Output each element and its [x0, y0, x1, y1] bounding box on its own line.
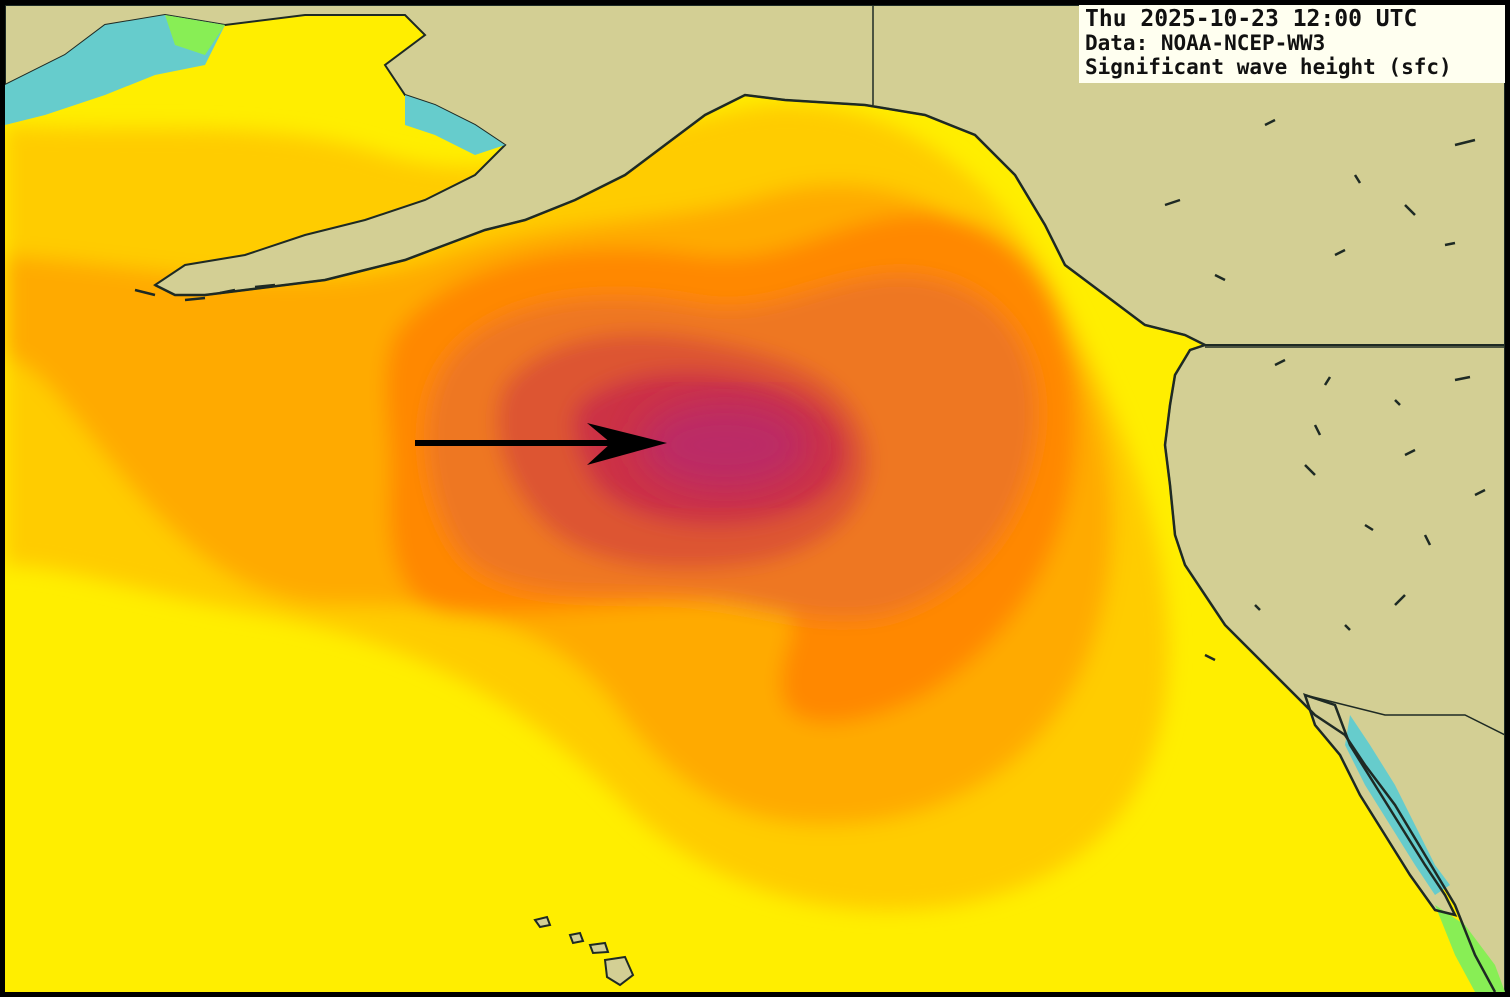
arrow-head [587, 423, 667, 465]
map-canvas [5, 5, 1505, 992]
data-source-label: Data: NOAA-NCEP-WW3 [1085, 31, 1326, 55]
shallow-bristol-bay [405, 95, 505, 155]
storm-arrow [415, 423, 667, 465]
coastline-alaska [154, 93, 1206, 347]
map-info-box: Thu 2025-10-23 12:00 UTC Data: NOAA-NCEP… [1079, 5, 1505, 83]
green-south-coast [1435, 905, 1505, 992]
variable-label: Significant wave height (sfc) [1085, 55, 1452, 79]
valid-time-label: Thu 2025-10-23 12:00 UTC [1085, 6, 1418, 32]
shallow-gulf-california [1345, 715, 1450, 895]
shallow-bering [5, 15, 225, 125]
border-us-mexico [1304, 694, 1505, 736]
coastline-baja [1303, 693, 1458, 917]
coastline-aleutians [134, 283, 276, 302]
green-nw-corner [165, 15, 225, 55]
coastline-west-us [1163, 343, 1497, 992]
hawaii-islands [533, 915, 635, 987]
band-magenta-core [640, 400, 810, 490]
interior-lakes [1164, 118, 1486, 662]
